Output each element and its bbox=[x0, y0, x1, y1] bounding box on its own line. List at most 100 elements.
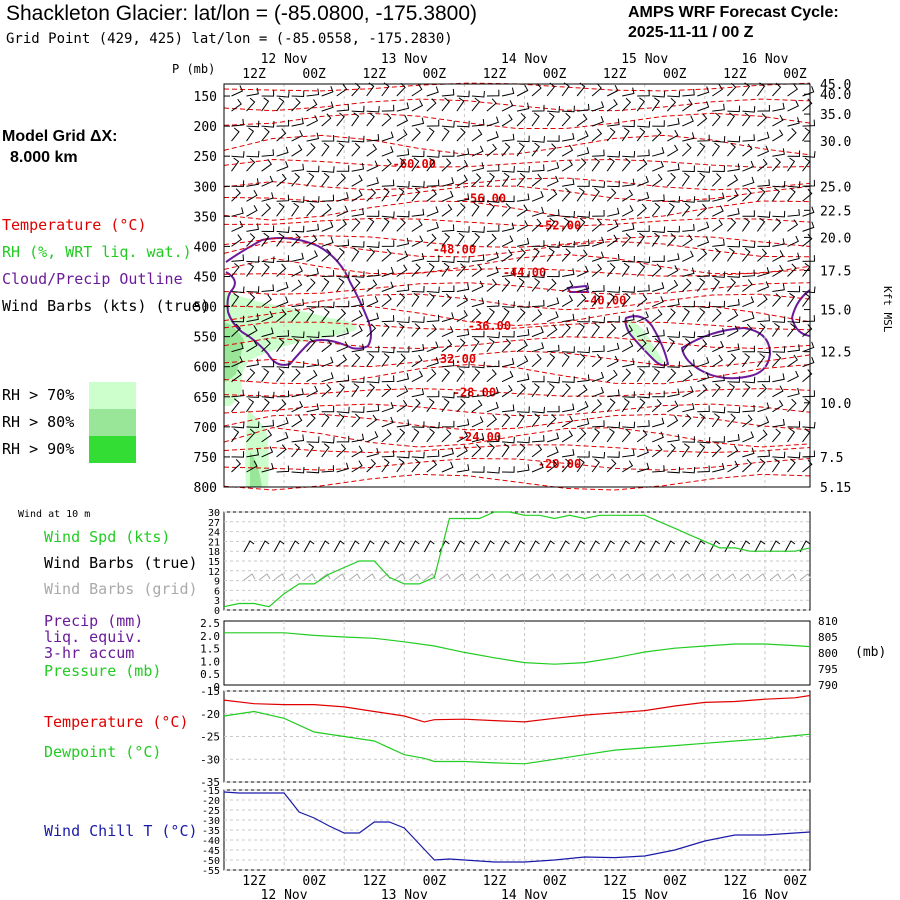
wind-barb bbox=[456, 283, 470, 292]
wind-barb bbox=[396, 284, 410, 292]
wind-barb bbox=[261, 338, 271, 353]
temperature-contour bbox=[223, 403, 811, 417]
wind-barb bbox=[531, 83, 542, 97]
wind-barb bbox=[321, 308, 330, 322]
height-axis-label: Kft MSL bbox=[881, 286, 894, 333]
wind-barb bbox=[336, 413, 345, 428]
bottom-time-tick: 12Z bbox=[363, 874, 387, 889]
wind-barb bbox=[471, 232, 481, 247]
wind-barb bbox=[246, 87, 259, 97]
wind-barb bbox=[727, 105, 741, 113]
wind-chill-ytick-label: -40 bbox=[202, 836, 220, 847]
wind-barb-grid bbox=[634, 573, 647, 581]
wind-barb bbox=[246, 313, 259, 323]
wind-barb bbox=[742, 459, 752, 473]
wind-barb bbox=[306, 234, 318, 247]
wind-barb-grid bbox=[709, 573, 722, 581]
wind-barb bbox=[546, 161, 560, 172]
wind-barb bbox=[667, 415, 679, 428]
wind-barb bbox=[351, 278, 361, 292]
temperature-ytick-label: -30 bbox=[200, 753, 220, 766]
wind-barb bbox=[306, 403, 319, 413]
wind-barb bbox=[697, 221, 710, 232]
wind-barb bbox=[396, 399, 408, 413]
bottom-time-tick: 00Z bbox=[302, 874, 326, 889]
wind-barb bbox=[231, 356, 244, 368]
wind-barb bbox=[336, 341, 349, 353]
top-time-tick: 00Z bbox=[423, 67, 447, 82]
wind-barb bbox=[577, 103, 590, 112]
temperature-ytick-label: -25 bbox=[200, 731, 220, 744]
wind-barb-true bbox=[784, 540, 796, 553]
wind-barb bbox=[336, 205, 349, 217]
wind-barb bbox=[426, 262, 435, 277]
wind-barb bbox=[456, 338, 466, 353]
wind-barb bbox=[246, 233, 256, 247]
wind-barb bbox=[802, 459, 813, 473]
wind-barb bbox=[757, 113, 767, 127]
wind-barb bbox=[426, 233, 437, 247]
wind-barb bbox=[652, 90, 666, 98]
wind-barb bbox=[802, 286, 816, 294]
precip-ytick-label: 0 bbox=[213, 681, 220, 694]
wind-barb bbox=[651, 338, 661, 353]
wind-barb bbox=[366, 217, 375, 232]
wind-barb bbox=[802, 233, 813, 247]
wind-barb bbox=[456, 148, 470, 157]
wind-barb bbox=[411, 187, 421, 202]
bottom-time-tick: 12Z bbox=[603, 874, 627, 889]
wind-barb bbox=[757, 131, 770, 142]
wind-barb bbox=[562, 210, 575, 218]
wind-barb bbox=[351, 310, 363, 323]
wind-barb bbox=[336, 83, 348, 97]
wind-barb bbox=[741, 82, 751, 97]
wind-barb bbox=[306, 165, 320, 173]
wind-barb bbox=[486, 172, 495, 187]
wind-barb bbox=[261, 232, 270, 247]
page-title: Shackleton Glacier: lat/lon = (-85.0800,… bbox=[6, 2, 478, 25]
wind-barb bbox=[742, 188, 752, 202]
wind-barb bbox=[666, 172, 676, 187]
wind-barb bbox=[577, 315, 590, 323]
wind-barb bbox=[711, 112, 721, 127]
temperature-contour-label: -36.00 bbox=[468, 319, 511, 333]
wind-barb bbox=[291, 368, 301, 383]
temperature-contour bbox=[223, 413, 811, 431]
legend-rh90-swatch bbox=[89, 436, 136, 463]
wind-barb bbox=[772, 238, 785, 247]
wind-barb bbox=[772, 346, 786, 353]
bottom-time-tick: 00Z bbox=[543, 874, 567, 889]
rh70-region-east bbox=[626, 320, 664, 364]
top-time-tick: 00Z bbox=[543, 67, 567, 82]
legend-wind-barbs-true: Wind Barbs (true) bbox=[44, 554, 198, 572]
wind-barb bbox=[741, 353, 751, 367]
wind-barb bbox=[456, 255, 470, 263]
wind-barb bbox=[712, 327, 725, 338]
top-time-tick: 12Z bbox=[483, 67, 507, 82]
wind-barb bbox=[276, 119, 290, 127]
wind-barb bbox=[276, 226, 290, 233]
wind-barb bbox=[291, 265, 303, 277]
wind-barb bbox=[802, 98, 813, 112]
wind-barb bbox=[486, 164, 500, 172]
wind-barb bbox=[561, 383, 571, 398]
wind-barb bbox=[441, 428, 452, 443]
wind-barb bbox=[531, 191, 544, 202]
wind-barb bbox=[681, 172, 690, 187]
legend-rh: RH (%, WRT liq. wat.) bbox=[2, 243, 192, 261]
wind-barb bbox=[757, 145, 770, 157]
wind-barb bbox=[231, 207, 244, 217]
wind-barb-grid bbox=[784, 573, 797, 581]
wind-barb bbox=[576, 384, 588, 398]
wind-barb bbox=[576, 113, 588, 127]
wind-barb bbox=[666, 308, 676, 322]
wind-barb bbox=[276, 232, 285, 247]
wind-barb bbox=[336, 192, 349, 202]
wind-barb bbox=[501, 436, 515, 444]
wind-barb bbox=[366, 447, 379, 458]
wind-barb bbox=[246, 391, 260, 398]
temperature-contour-label: -28.00 bbox=[453, 386, 496, 400]
wind-barb bbox=[607, 342, 620, 353]
wind-barb bbox=[501, 357, 515, 368]
wind-barb-grid bbox=[393, 573, 406, 581]
